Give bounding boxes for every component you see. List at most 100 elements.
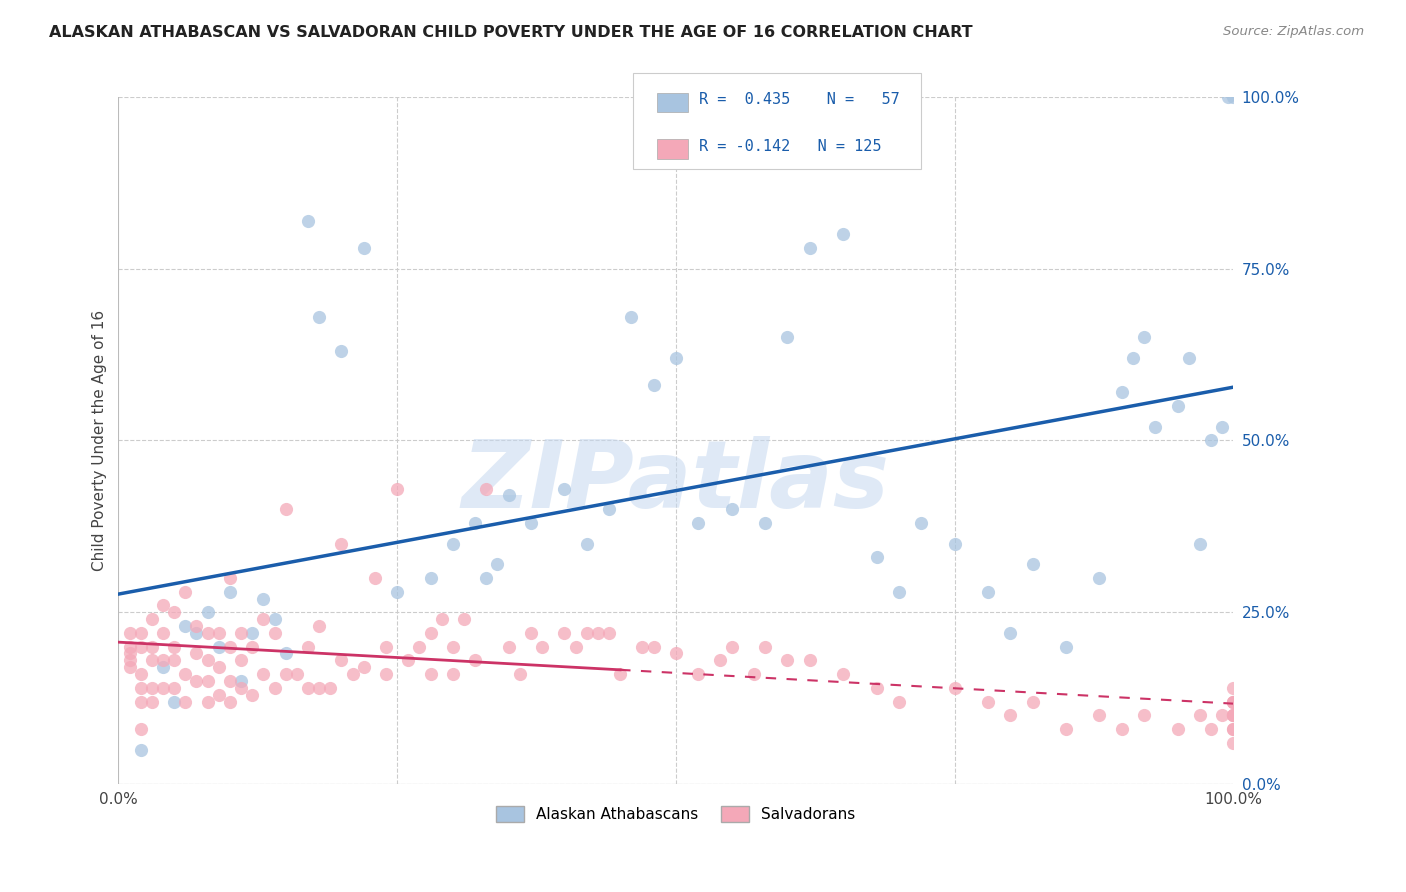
Point <box>263 612 285 626</box>
Point <box>129 722 152 736</box>
Point <box>274 667 297 681</box>
Text: ZIPatlas: ZIPatlas <box>461 435 890 528</box>
Point <box>364 571 387 585</box>
Point <box>943 681 966 695</box>
Point <box>141 681 163 695</box>
Point <box>375 640 398 654</box>
Point <box>1111 722 1133 736</box>
Point <box>219 571 242 585</box>
Point <box>754 640 776 654</box>
Point <box>419 667 441 681</box>
Point <box>865 681 887 695</box>
Point <box>977 584 1000 599</box>
Point <box>799 653 821 667</box>
Point <box>208 660 231 674</box>
Text: R =  0.435    N =   57: R = 0.435 N = 57 <box>699 93 900 107</box>
Point <box>665 351 688 365</box>
Point <box>219 640 242 654</box>
Point <box>910 516 932 530</box>
Point <box>1177 351 1199 365</box>
Point <box>141 612 163 626</box>
Point <box>776 653 799 667</box>
Point <box>1021 695 1043 709</box>
Point <box>163 653 186 667</box>
Point <box>754 516 776 530</box>
Point <box>586 625 609 640</box>
Point <box>1222 695 1244 709</box>
Point <box>1188 708 1211 723</box>
Point <box>375 667 398 681</box>
Point <box>1222 708 1244 723</box>
Point <box>252 612 274 626</box>
Point <box>385 482 408 496</box>
Point <box>643 640 665 654</box>
Point <box>631 640 654 654</box>
Point <box>1211 708 1233 723</box>
Point <box>186 673 208 688</box>
Point <box>274 502 297 516</box>
Legend: Alaskan Athabascans, Salvadorans: Alaskan Athabascans, Salvadorans <box>491 800 862 828</box>
Point <box>308 681 330 695</box>
Point <box>129 667 152 681</box>
Point <box>464 653 486 667</box>
Point <box>553 482 575 496</box>
Point <box>688 667 710 681</box>
Point <box>129 640 152 654</box>
Point <box>1054 640 1077 654</box>
Point <box>240 688 263 702</box>
Point <box>274 647 297 661</box>
Point <box>709 653 731 667</box>
Point <box>486 557 509 571</box>
Point <box>832 227 855 242</box>
Point <box>263 681 285 695</box>
Point <box>197 625 219 640</box>
Point <box>330 653 353 667</box>
Point <box>1222 695 1244 709</box>
Point <box>598 625 620 640</box>
Point <box>219 695 242 709</box>
Point <box>219 673 242 688</box>
Point <box>163 681 186 695</box>
Point <box>665 647 688 661</box>
Point <box>219 584 242 599</box>
Point <box>553 625 575 640</box>
Point <box>1000 625 1022 640</box>
Point <box>688 516 710 530</box>
Point <box>330 536 353 550</box>
Point <box>240 640 263 654</box>
Point <box>1088 708 1111 723</box>
Point <box>197 653 219 667</box>
Point <box>263 625 285 640</box>
Point <box>1054 722 1077 736</box>
Point <box>1222 90 1244 104</box>
Point <box>385 584 408 599</box>
Point <box>520 625 543 640</box>
Point <box>141 695 163 709</box>
Point <box>186 647 208 661</box>
Point <box>208 688 231 702</box>
Point <box>1222 722 1244 736</box>
Point <box>408 640 430 654</box>
Point <box>118 640 141 654</box>
Point <box>152 653 174 667</box>
Point <box>419 625 441 640</box>
Point <box>643 378 665 392</box>
Point <box>564 640 586 654</box>
Point <box>197 695 219 709</box>
Point <box>475 571 498 585</box>
Point <box>575 536 598 550</box>
Point <box>208 625 231 640</box>
Point <box>430 612 453 626</box>
Point <box>342 667 364 681</box>
Text: Source: ZipAtlas.com: Source: ZipAtlas.com <box>1223 25 1364 38</box>
Point <box>197 605 219 619</box>
Point <box>174 584 197 599</box>
Point <box>620 310 643 324</box>
Point <box>1199 434 1222 448</box>
Point <box>174 619 197 633</box>
Point <box>1021 557 1043 571</box>
Point <box>252 591 274 606</box>
Point <box>396 653 419 667</box>
Point <box>1167 722 1189 736</box>
Point <box>186 619 208 633</box>
